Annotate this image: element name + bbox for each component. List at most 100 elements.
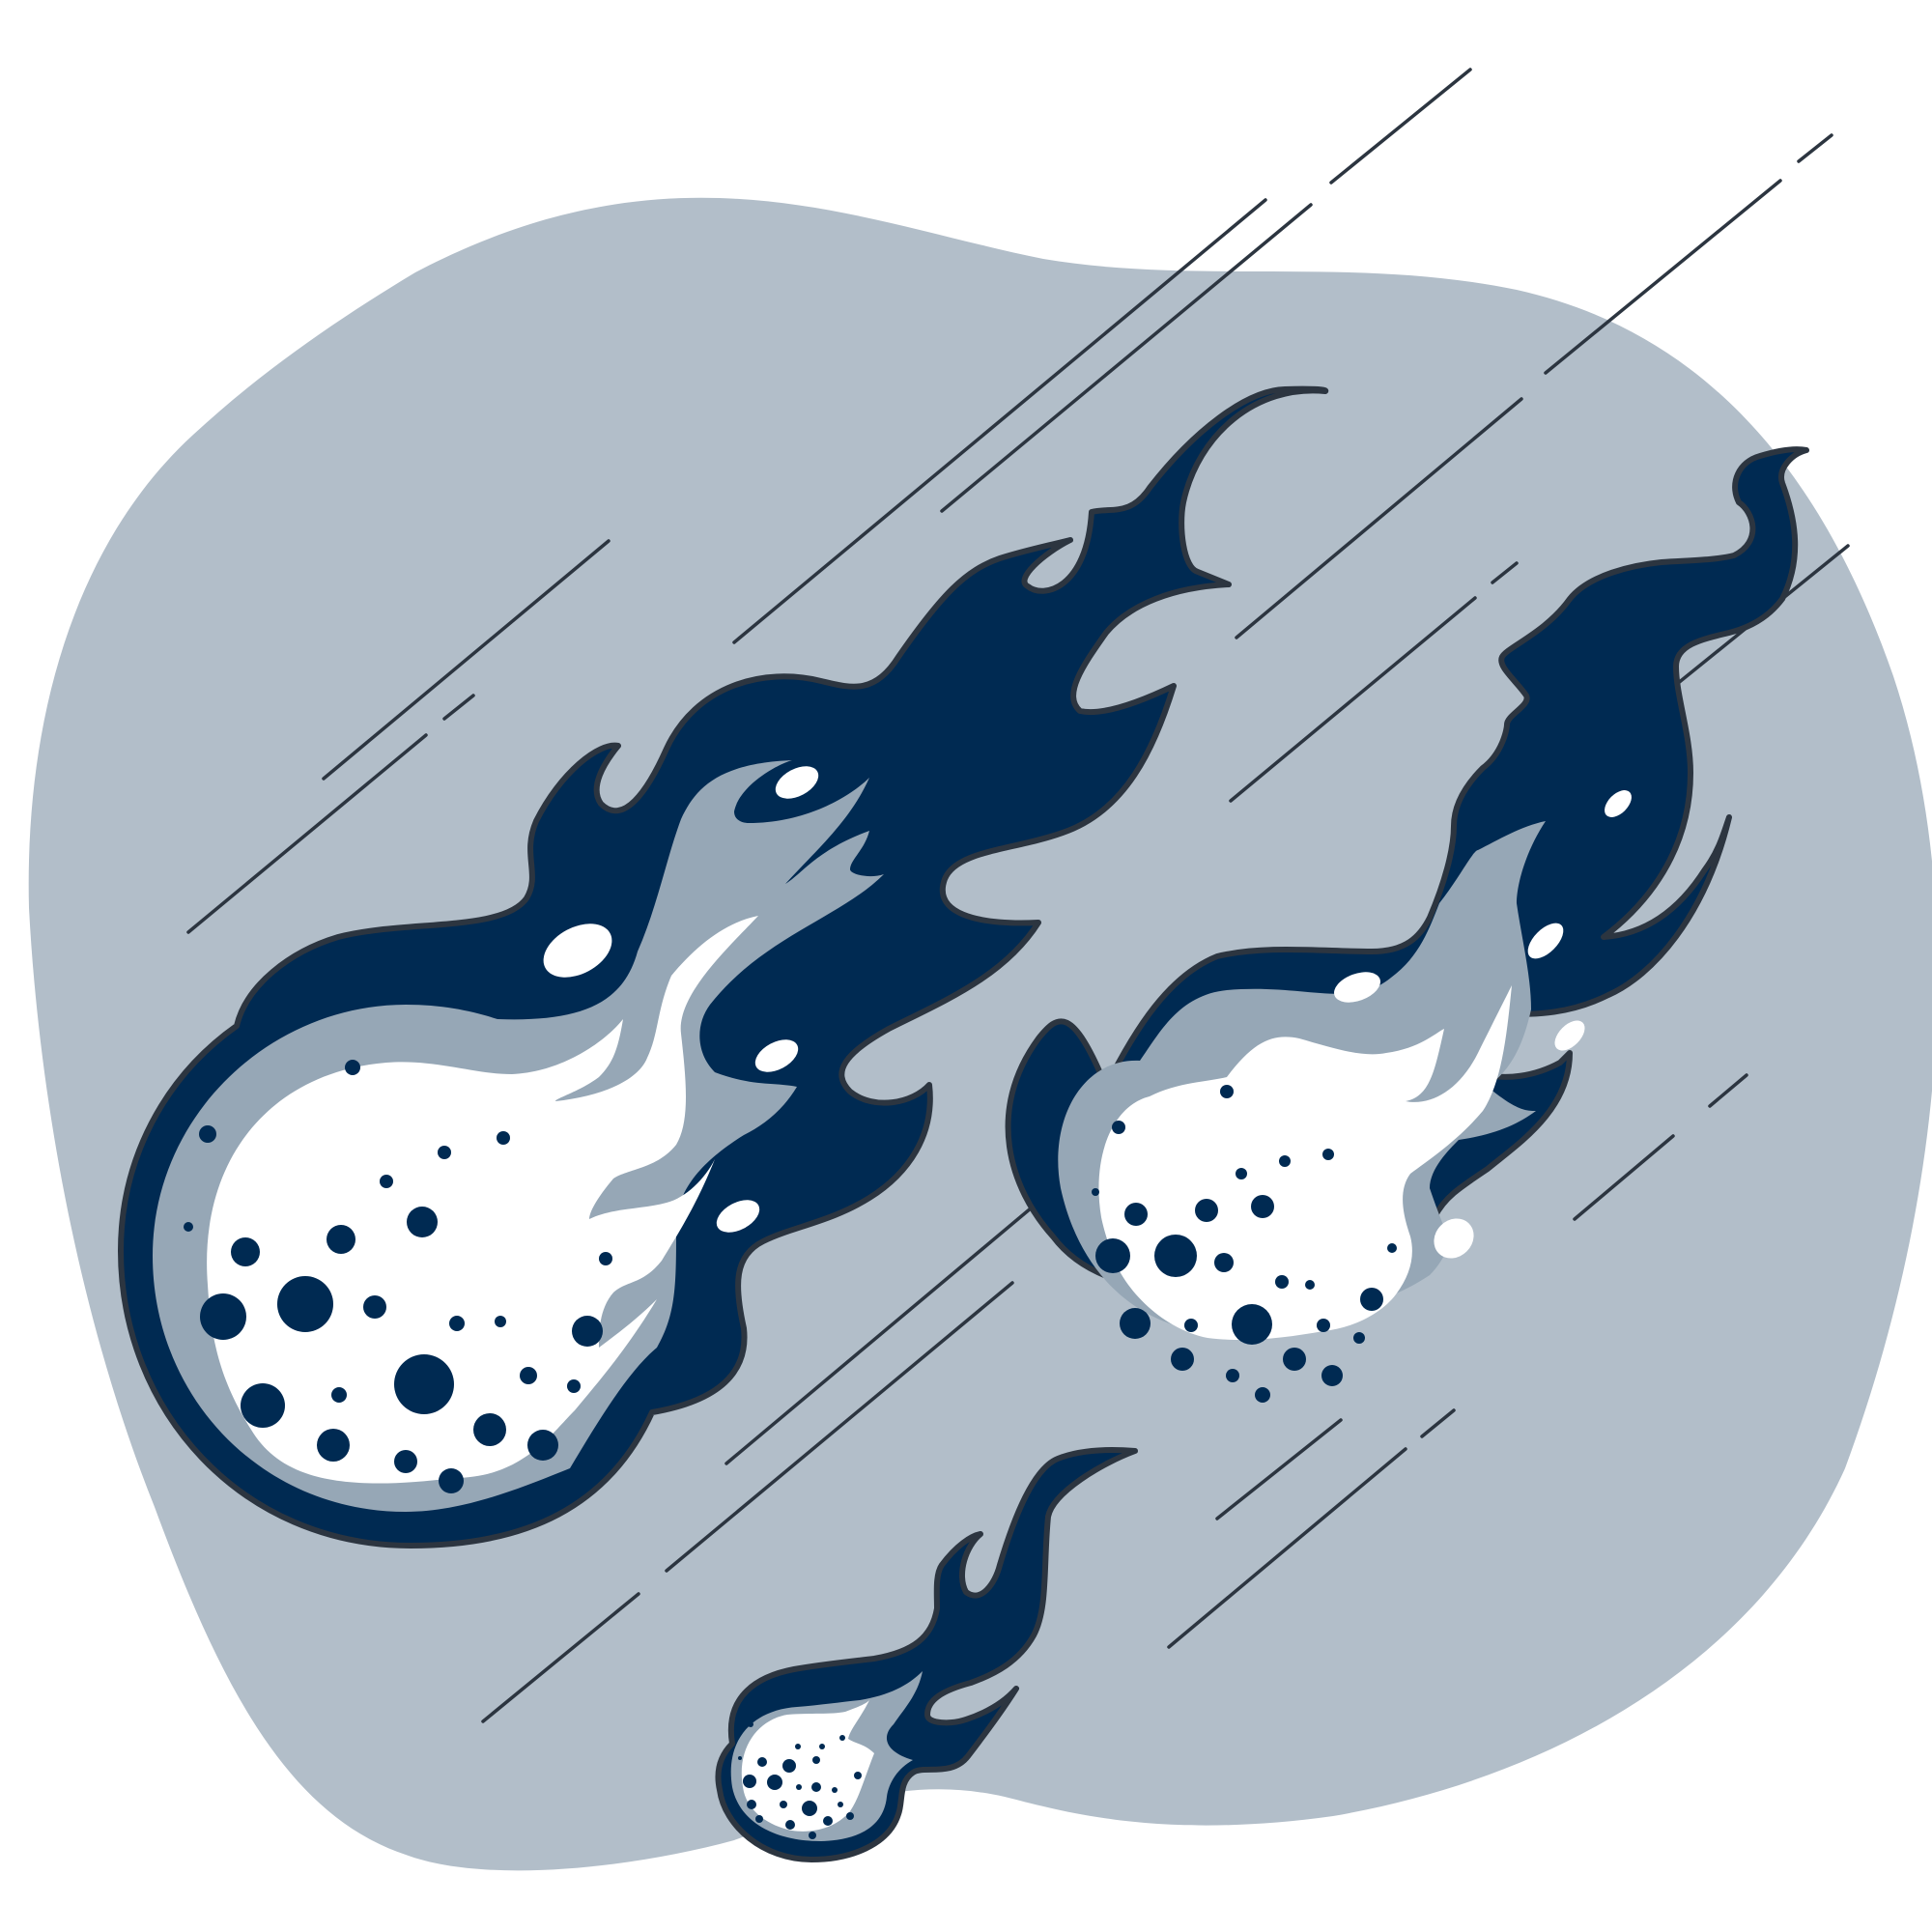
crater xyxy=(1124,1203,1148,1226)
crater xyxy=(184,1222,193,1232)
small-meteor xyxy=(715,1446,1138,1862)
large-meteor-highlights xyxy=(543,766,819,1233)
crater xyxy=(846,1812,854,1820)
speed-streak xyxy=(1544,179,1782,375)
small-meteor-core xyxy=(741,1700,874,1832)
crater xyxy=(1251,1195,1274,1218)
crater xyxy=(747,1800,756,1809)
crater xyxy=(1195,1199,1218,1222)
medium-meteor-core xyxy=(1098,985,1512,1341)
crater xyxy=(738,1756,742,1760)
highlight xyxy=(754,1039,799,1072)
crater xyxy=(1275,1275,1289,1289)
crater xyxy=(1112,1121,1125,1134)
crater xyxy=(1184,1319,1198,1332)
crater xyxy=(796,1784,802,1790)
crater xyxy=(795,1744,801,1749)
highlight xyxy=(543,923,612,978)
crater xyxy=(757,1757,767,1767)
crater xyxy=(394,1354,454,1414)
crater xyxy=(231,1237,260,1266)
crater xyxy=(1317,1319,1330,1332)
crater xyxy=(567,1379,581,1393)
crater xyxy=(838,1802,843,1807)
crater xyxy=(473,1413,506,1446)
crater xyxy=(520,1367,537,1384)
crater xyxy=(812,1756,820,1764)
large-meteor xyxy=(118,385,1329,1548)
crater xyxy=(832,1787,838,1793)
crater xyxy=(1095,1238,1130,1273)
crater xyxy=(449,1316,465,1331)
crater xyxy=(407,1207,438,1237)
speed-streak xyxy=(1235,397,1523,639)
crater xyxy=(767,1775,782,1790)
crater xyxy=(380,1175,393,1188)
crater xyxy=(1214,1253,1234,1272)
crater xyxy=(327,1225,355,1254)
medium-meteor-craters xyxy=(1092,1085,1397,1403)
crater xyxy=(785,1820,795,1830)
crater xyxy=(782,1759,796,1773)
crater xyxy=(1387,1243,1397,1253)
speed-streak xyxy=(1167,1447,1407,1649)
crater xyxy=(1232,1304,1272,1345)
crater xyxy=(497,1131,510,1145)
speed-streak xyxy=(732,198,1267,644)
crater xyxy=(854,1772,862,1779)
crater xyxy=(331,1387,347,1403)
crater xyxy=(743,1775,756,1788)
highlight xyxy=(1605,790,1632,817)
crater xyxy=(277,1276,333,1332)
crater xyxy=(1353,1332,1365,1344)
medium-meteor-highlights xyxy=(1334,790,1632,1259)
crater xyxy=(599,1252,612,1265)
crater xyxy=(199,1125,216,1143)
crater xyxy=(1092,1188,1099,1196)
crater xyxy=(241,1383,285,1428)
crater xyxy=(1283,1348,1306,1371)
speed-streak xyxy=(1329,68,1472,185)
speed-streak xyxy=(940,203,1313,513)
crater xyxy=(527,1430,558,1461)
crater xyxy=(1154,1235,1197,1277)
speed-streak xyxy=(1708,1073,1748,1108)
crater xyxy=(1171,1348,1194,1371)
crater xyxy=(1279,1155,1291,1167)
crater xyxy=(1322,1149,1334,1160)
crater xyxy=(755,1815,763,1823)
crater xyxy=(809,1832,816,1839)
highlight xyxy=(716,1200,760,1233)
crater xyxy=(345,1060,360,1075)
speed-streak xyxy=(481,1592,640,1723)
crater xyxy=(839,1735,845,1741)
crater xyxy=(572,1316,603,1347)
crater xyxy=(438,1146,451,1159)
crater xyxy=(1321,1365,1343,1386)
speed-streak xyxy=(1215,1418,1343,1520)
crater xyxy=(1236,1168,1247,1179)
speed-streak xyxy=(1573,1134,1675,1221)
crater xyxy=(495,1316,506,1327)
speed-streak xyxy=(1491,561,1519,584)
speed-streak xyxy=(665,1281,1014,1573)
speed-streak xyxy=(1420,1408,1456,1438)
crater xyxy=(802,1801,817,1816)
crater xyxy=(1220,1085,1234,1098)
crater xyxy=(317,1429,350,1462)
large-meteor-craters xyxy=(184,1060,612,1493)
crater xyxy=(363,1295,386,1319)
crater xyxy=(819,1744,825,1749)
crater xyxy=(1305,1280,1315,1290)
speed-streak xyxy=(442,694,475,721)
crater xyxy=(1360,1288,1383,1311)
crater xyxy=(748,1721,753,1727)
crater xyxy=(811,1782,821,1792)
speed-streaks xyxy=(186,68,1850,1723)
highlight xyxy=(1434,1218,1474,1259)
crater xyxy=(1255,1387,1270,1403)
highlight xyxy=(775,766,819,799)
speed-streak xyxy=(1797,133,1833,163)
crater xyxy=(1226,1369,1239,1382)
crater xyxy=(1120,1308,1151,1339)
